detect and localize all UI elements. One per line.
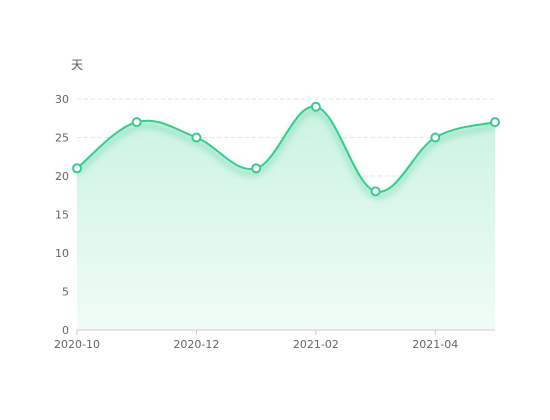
- y-tick-label: 20: [55, 170, 69, 183]
- data-point-2020-12[interactable]: [191, 132, 202, 143]
- area-fill-layer: [77, 106, 495, 330]
- y-tick-label: 15: [55, 209, 69, 222]
- y-axis-unit-label: 天: [71, 58, 83, 72]
- y-tick-label: 25: [55, 132, 69, 145]
- x-tick-label: 2021-04: [412, 338, 458, 351]
- x-tick-label: 2020-12: [173, 338, 219, 351]
- data-point-2021-05[interactable]: [490, 117, 500, 128]
- data-point-2021-01[interactable]: [251, 163, 262, 174]
- data-point-2020-11[interactable]: [131, 117, 142, 128]
- area-fill: [77, 106, 495, 330]
- series-line: [76, 105, 496, 193]
- y-tick-label: 10: [55, 247, 69, 260]
- x-tick-label: 2021-02: [293, 338, 339, 351]
- data-point-2020-10[interactable]: [72, 163, 82, 174]
- tick-labels: 0 5 10 15 20 25 30 2020-10 2020-12 2021-02 2021-04: [54, 93, 458, 351]
- data-point-2021-04[interactable]: [430, 132, 441, 143]
- axes: [76, 329, 495, 335]
- data-points: [72, 101, 500, 197]
- x-tick-label: 2020-10: [54, 338, 100, 351]
- series-line-layer: [75, 105, 496, 200]
- y-tick-label: 5: [62, 286, 69, 299]
- series-line-shadow: [75, 109, 496, 200]
- data-point-2021-03[interactable]: [370, 186, 381, 197]
- y-tick-label: 30: [55, 93, 69, 106]
- y-tick-label: 0: [62, 324, 69, 337]
- data-point-2021-02[interactable]: [310, 101, 321, 112]
